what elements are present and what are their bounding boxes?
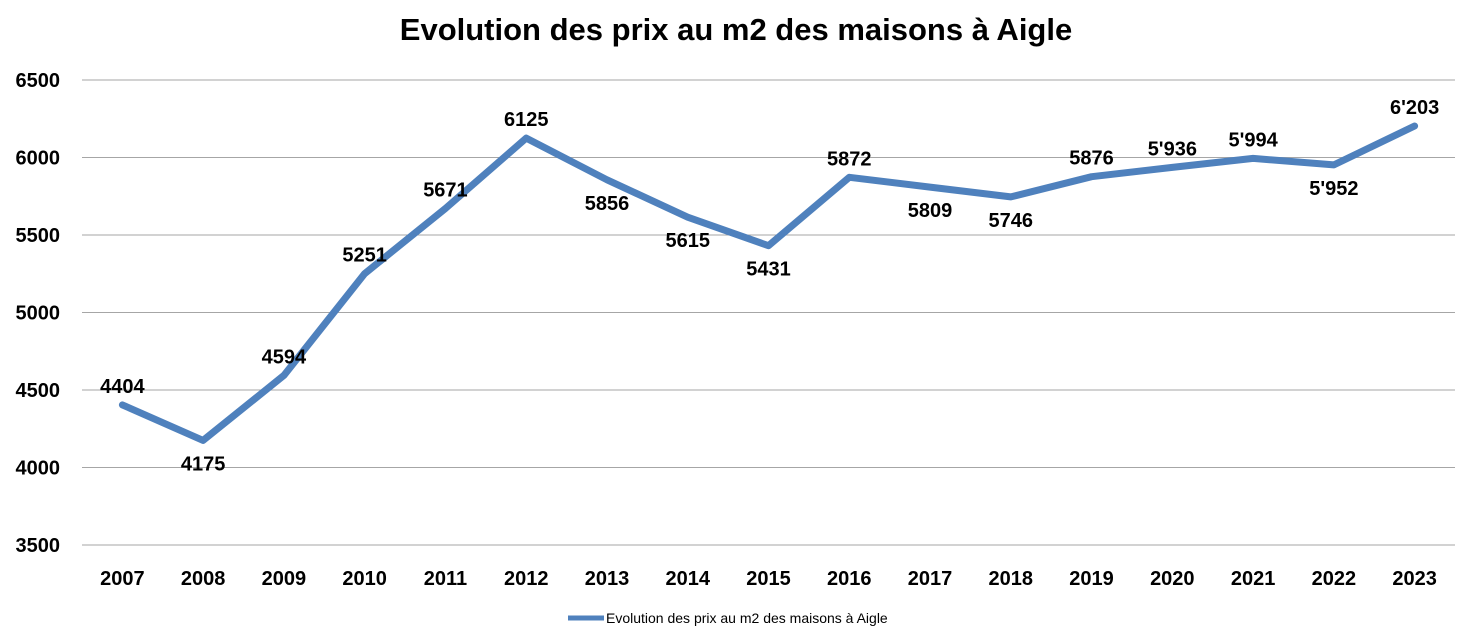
y-tick-label: 6000	[16, 148, 61, 170]
y-tick-label: 4000	[16, 458, 61, 480]
x-tick-label: 2018	[989, 568, 1034, 590]
x-tick-label: 2016	[827, 568, 872, 590]
y-tick-label: 4500	[16, 380, 61, 402]
y-tick-label: 6500	[16, 70, 61, 92]
data-point	[523, 135, 530, 142]
data-labels: 4404 4175 4594 5251 5671 6125 5856 5615 5431 5872…	[100, 97, 1439, 475]
x-tick-label: 2015	[746, 568, 791, 590]
data-label: 5809	[908, 200, 953, 222]
x-tick-label: 2017	[908, 568, 953, 590]
x-tick-label: 2012	[504, 568, 549, 590]
x-tick-label: 2010	[342, 568, 387, 590]
y-tick-label: 5000	[16, 303, 61, 325]
data-label: 5'994	[1228, 129, 1278, 151]
data-point	[1250, 155, 1257, 162]
data-point	[927, 184, 934, 191]
y-tick-label: 5500	[16, 225, 61, 247]
x-tick-label: 2009	[262, 568, 307, 590]
legend: Evolution des prix au m2 des maisons à A…	[568, 610, 888, 626]
x-tick-label: 2007	[100, 568, 145, 590]
x-tick-label: 2023	[1392, 568, 1437, 590]
data-point	[846, 174, 853, 181]
x-tick-label: 2019	[1069, 568, 1114, 590]
data-label: 5746	[989, 210, 1034, 232]
data-point	[1088, 173, 1095, 180]
data-label: 5876	[1069, 148, 1114, 170]
y-tick-label: 3500	[16, 535, 61, 557]
data-point	[200, 437, 207, 444]
data-point	[1007, 193, 1014, 200]
x-tick-label: 2008	[181, 568, 226, 590]
x-tick-label: 2011	[424, 568, 467, 590]
data-point	[361, 270, 368, 277]
x-tick-label: 2021	[1231, 568, 1276, 590]
data-point	[280, 372, 287, 379]
x-tick-label: 2020	[1150, 568, 1195, 590]
data-label: 5251	[342, 245, 387, 267]
series-line	[118, 122, 1419, 444]
series-group	[118, 122, 1419, 444]
y-axis-ticks: 3500 4000 4500 5000 5500 6000 6500	[16, 70, 61, 557]
data-point	[1330, 161, 1337, 168]
data-point	[765, 242, 772, 249]
data-point	[603, 176, 610, 183]
gridlines	[82, 79, 1455, 546]
data-label: 5671	[423, 179, 468, 201]
data-label: 5872	[827, 148, 872, 170]
data-label: 5615	[665, 230, 710, 252]
chart-title: Evolution des prix au m2 des maisons à A…	[399, 12, 1073, 47]
data-label: 5'952	[1309, 178, 1358, 200]
data-point	[119, 401, 126, 408]
data-label: 6'203	[1390, 97, 1439, 119]
x-tick-label: 2014	[665, 568, 710, 590]
data-point	[1411, 123, 1418, 130]
data-label: 4404	[100, 376, 145, 398]
data-point	[684, 214, 691, 221]
legend-entry: Evolution des prix au m2 des maisons à A…	[606, 610, 888, 626]
data-label: 5856	[585, 193, 630, 215]
data-label: 5'936	[1148, 138, 1197, 160]
data-point	[442, 205, 449, 212]
data-label: 4175	[181, 453, 226, 475]
x-tick-label: 2013	[585, 568, 630, 590]
data-point	[1169, 164, 1176, 171]
data-label: 6125	[504, 109, 549, 131]
data-label: 5431	[746, 259, 791, 281]
x-tick-label: 2022	[1312, 568, 1357, 590]
x-axis-ticks: 2007 2008 2009 2010 2011 2012 2013 2014 2015 2016…	[100, 568, 1437, 590]
data-label: 4594	[262, 346, 307, 368]
